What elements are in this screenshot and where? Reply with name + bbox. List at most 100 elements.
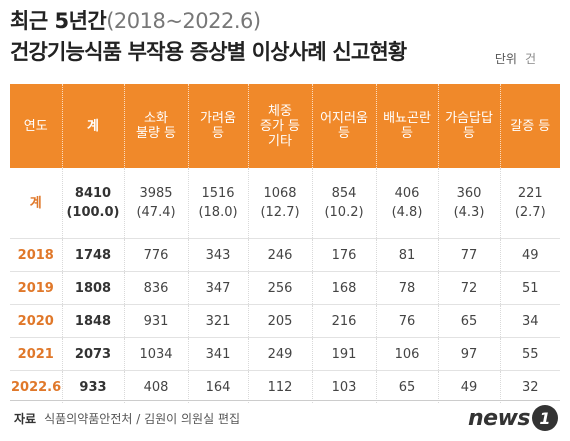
table-row: 2018 1748 776 343 246 176 81 77 49 [10, 238, 560, 272]
column-header: 소화 불량 등 [123, 84, 188, 168]
title-line1: 최근 5년간(2018~2022.6) [10, 6, 560, 36]
table-cell: 1034 [123, 337, 188, 371]
table-cell: 55 [499, 337, 560, 371]
table-cell: 408 [123, 370, 188, 403]
cell-value: (12.7) [260, 205, 300, 220]
cell-value: 406 [394, 186, 420, 201]
table-cell: 8410 (100.0) [61, 168, 124, 239]
table-cell: 65 [437, 304, 500, 338]
table-cell: 97 [437, 337, 500, 371]
column-header-text: 계 [87, 118, 99, 134]
table-cell: 2020 [10, 304, 62, 338]
cell-value: 8410 [74, 186, 112, 201]
column-header-text: 불량 등 [135, 126, 176, 141]
table-cell: 77 [437, 238, 500, 272]
table-cell: 168 [311, 271, 376, 305]
news1-logo: news 1 [468, 404, 558, 432]
cell-value: 계 [29, 195, 42, 211]
table-cell: 216 [311, 304, 376, 338]
table-cell: 51 [499, 271, 560, 305]
table-cell: 360 (4.3) [437, 168, 500, 239]
source-label: 자료 [14, 412, 37, 426]
table-cell: 49 [437, 370, 500, 403]
footer-divider [10, 400, 560, 401]
table-cell: 72 [437, 271, 500, 305]
table-cell: 1808 [61, 271, 124, 305]
column-header-text: 어지러움 [320, 111, 368, 126]
table-cell: 2021 [10, 337, 62, 371]
column-header-text: 등 [401, 126, 413, 141]
header-row: 연도 계 소화 불량 등 가려움 등 체중 증가 등 기타 어지러움 등 배뇨곤란 등 가슴답답 등 갈증 등 [10, 84, 560, 168]
table-cell: 1848 [61, 304, 124, 338]
unit-value: 건 [524, 52, 536, 66]
table-cell: 1516 (18.0) [187, 168, 248, 239]
column-header-text: 소화 [144, 111, 168, 126]
table-cell: 2073 [61, 337, 124, 371]
table-cell: 221 (2.7) [499, 168, 560, 239]
column-header: 어지러움 등 [311, 84, 376, 168]
column-header-text: 체중 [268, 103, 292, 119]
table-cell: 2018 [10, 238, 62, 272]
table-cell: 65 [375, 370, 438, 403]
table-row: 2020 1848 931 321 205 216 76 65 34 [10, 304, 560, 338]
table-cell: 854 (10.2) [311, 168, 376, 239]
column-header-text: 증가 등 [259, 118, 300, 134]
table-cell: 164 [187, 370, 248, 403]
table-cell: 341 [187, 337, 248, 371]
cell-value: 221 [517, 186, 543, 201]
table-cell: 246 [247, 238, 312, 272]
table-cell: 49 [499, 238, 560, 272]
title-block: 최근 5년간(2018~2022.6) 건강기능식품 부작용 증상별 이상사례 … [10, 6, 560, 68]
table-cell: 931 [123, 304, 188, 338]
column-header-text: 등 [463, 126, 475, 141]
table-cell: 34 [499, 304, 560, 338]
source-note: 자료 식품의약품안전처 / 김원이 의원실 편집 [14, 410, 240, 427]
table-cell: 191 [311, 337, 376, 371]
table-body: 계 8410 (100.0) 3985 (47.4) 1516 (18.0) 1068 (12.… [10, 168, 560, 403]
column-header-text: 등 [212, 126, 224, 141]
table-cell: 81 [375, 238, 438, 272]
table-row: 2021 2073 1034 341 249 191 106 97 55 [10, 337, 560, 371]
source-text: 식품의약품안전처 / 김원이 의원실 편집 [44, 412, 241, 426]
column-header: 가려움 등 [187, 84, 248, 168]
cell-value: (10.2) [324, 205, 364, 220]
table-row: 2019 1808 836 347 256 168 78 72 51 [10, 271, 560, 305]
column-header-text: 기타 [268, 133, 292, 149]
cell-value: (100.0) [66, 205, 120, 220]
title-period: (2018~2022.6) [106, 9, 261, 33]
cell-value: (47.4) [136, 205, 176, 220]
table-cell: 836 [123, 271, 188, 305]
table-cell: 343 [187, 238, 248, 272]
title-line2: 건강기능식품 부작용 증상별 이상사례 신고현황 [10, 40, 407, 64]
unit-note: 단위 건 [495, 50, 536, 67]
table-cell: 1748 [61, 238, 124, 272]
cell-value: 3985 [139, 186, 173, 201]
table-cell: 205 [247, 304, 312, 338]
unit-label: 단위 [494, 52, 517, 66]
table-cell: 176 [311, 238, 376, 272]
table-cell: 249 [247, 337, 312, 371]
table-cell: 112 [247, 370, 312, 403]
cell-value: 360 [456, 186, 482, 201]
table-cell: 406 (4.8) [375, 168, 438, 239]
title-main: 최근 5년간 [10, 9, 107, 33]
table-cell: 1068 (12.7) [247, 168, 312, 239]
table-cell: 321 [187, 304, 248, 338]
table-cell: 256 [247, 271, 312, 305]
column-header-text: 가려움 [200, 111, 236, 126]
table-cell: 776 [123, 238, 188, 272]
column-header-text: 배뇨곤란 [383, 111, 431, 126]
cell-value: (18.0) [198, 205, 238, 220]
column-header: 가슴답답 등 [437, 84, 500, 168]
table-cell: 3985 (47.4) [123, 168, 188, 239]
logo-mark: 1 [532, 405, 558, 431]
cell-value: 854 [331, 186, 357, 201]
column-header: 연도 [10, 84, 62, 168]
column-header: 체중 증가 등 기타 [247, 84, 312, 168]
column-header: 계 [61, 84, 124, 168]
cell-value: (4.3) [453, 205, 485, 220]
column-header-text: 갈증 등 [510, 118, 551, 134]
table-cell: 347 [187, 271, 248, 305]
table-cell: 76 [375, 304, 438, 338]
table-cell: 933 [61, 370, 124, 403]
